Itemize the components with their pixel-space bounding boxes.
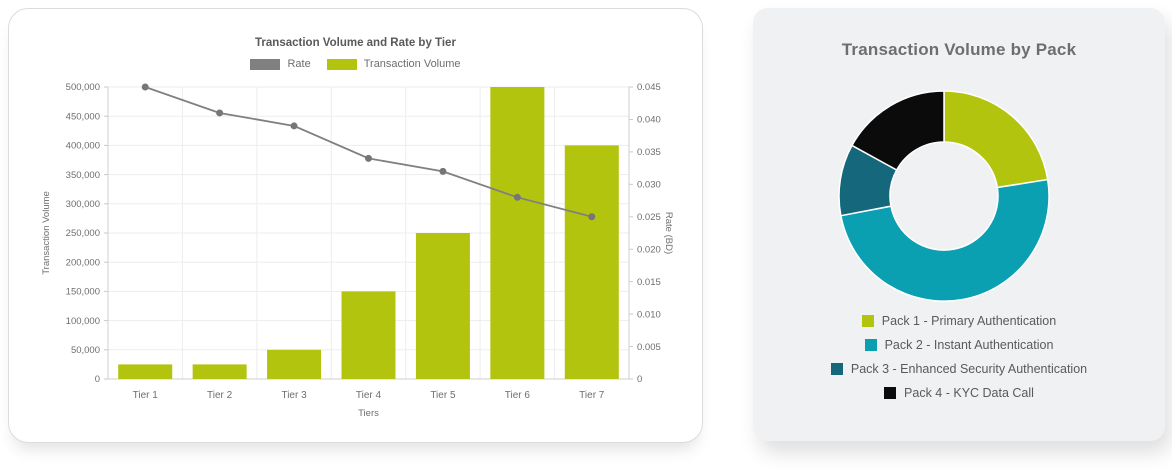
svg-text:Rate (BD): Rate (BD) [663,212,674,254]
svg-text:450,000: 450,000 [66,111,100,122]
svg-text:0: 0 [95,374,100,385]
svg-text:Tier 1: Tier 1 [133,390,159,401]
svg-text:0.005: 0.005 [637,342,661,353]
svg-text:250,000: 250,000 [66,228,100,239]
legend-item-rate[interactable]: Rate [250,58,311,70]
svg-text:0.010: 0.010 [637,309,661,320]
pack-1-swatch-icon [861,315,874,327]
rate-swatch-icon [250,58,281,70]
legend-item-pack-4[interactable]: Pack 4 - KYC Data Call [884,386,1034,400]
svg-text:Tier 4: Tier 4 [356,390,382,401]
svg-text:0.035: 0.035 [637,147,661,158]
svg-text:350,000: 350,000 [66,170,100,181]
svg-text:0.025: 0.025 [637,212,661,223]
svg-text:500,000: 500,000 [66,82,100,93]
pack-chart-card: Transaction Volume by Pack Pack 1 - Prim… [753,8,1165,441]
svg-text:0.045: 0.045 [637,82,661,93]
legend-item-pack-3[interactable]: Pack 3 - Enhanced Security Authenticatio… [830,362,1088,376]
svg-text:100,000: 100,000 [66,316,100,327]
pack-2-legend-label: Pack 2 - Instant Authentication [884,338,1054,352]
svg-text:Tier 5: Tier 5 [430,390,456,401]
svg-text:50,000: 50,000 [71,345,100,356]
svg-text:Tier 6: Tier 6 [505,390,531,401]
svg-text:Tier 3: Tier 3 [281,390,307,401]
pack-legend: Pack 1 - Primary Authentication Pack 2 -… [753,314,1165,400]
svg-text:200,000: 200,000 [66,257,100,268]
transaction-volume-swatch-icon [326,58,357,70]
pack-chart-title: Transaction Volume by Pack [841,40,1077,59]
svg-text:Tier 7: Tier 7 [579,390,605,401]
rate-legend-label: Rate [287,58,311,70]
svg-text:Transaction Volume: Transaction Volume [41,191,52,275]
tier-chart-title: Transaction Volume and Rate by Tier [255,37,456,49]
pack-3-legend-label: Pack 3 - Enhanced Security Authenticatio… [850,362,1088,376]
svg-text:0.040: 0.040 [637,115,661,126]
svg-text:Tier 2: Tier 2 [207,390,233,401]
svg-text:150,000: 150,000 [66,287,100,298]
pack-4-legend-label: Pack 4 - KYC Data Call [904,386,1034,400]
tier-chart-legend: Rate Transaction Volume [9,58,702,70]
svg-text:400,000: 400,000 [66,141,100,152]
pack-donut-canvas [838,90,1050,302]
legend-item-pack-2[interactable]: Pack 2 - Instant Authentication [864,338,1054,352]
legend-item-pack-1[interactable]: Pack 1 - Primary Authentication [861,314,1057,328]
tier-chart-canvas: 0 50,000 100,000 150,000 200,000 250,000 300,0… [41,82,674,419]
pack-2-swatch-icon [864,339,877,351]
svg-text:Tiers: Tiers [358,408,379,419]
legend-item-transaction-volume[interactable]: Transaction Volume [326,58,461,70]
svg-text:0.020: 0.020 [637,244,661,255]
svg-text:0.015: 0.015 [637,277,661,288]
svg-text:0.030: 0.030 [637,180,661,191]
pack-4-swatch-icon [884,387,897,399]
transaction-volume-legend-label: Transaction Volume [363,58,461,70]
svg-text:300,000: 300,000 [66,199,100,210]
tier-chart-card: Transaction Volume and Rate by Tier Rate… [8,8,703,443]
svg-text:0: 0 [637,374,642,385]
pack-3-swatch-icon [830,363,843,375]
pack-1-legend-label: Pack 1 - Primary Authentication [881,314,1057,328]
